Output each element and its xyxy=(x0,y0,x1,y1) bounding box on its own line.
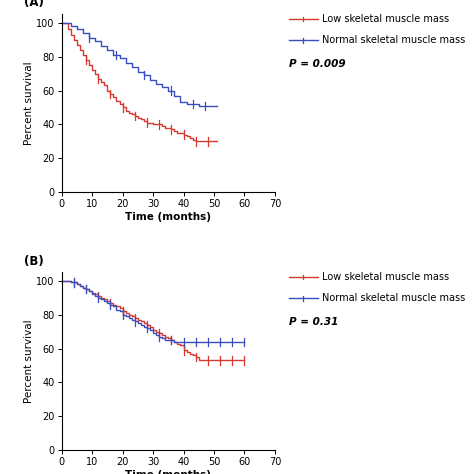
Text: Low skeletal muscle mass: Low skeletal muscle mass xyxy=(322,14,449,24)
Text: Normal skeletal muscle mass: Normal skeletal muscle mass xyxy=(322,35,465,46)
X-axis label: Time (months): Time (months) xyxy=(125,212,211,222)
Text: (A): (A) xyxy=(24,0,44,9)
Text: Normal skeletal muscle mass: Normal skeletal muscle mass xyxy=(322,293,465,303)
Text: P = 0.009: P = 0.009 xyxy=(289,59,346,69)
Y-axis label: Percent survival: Percent survival xyxy=(24,62,34,145)
Text: Low skeletal muscle mass: Low skeletal muscle mass xyxy=(322,272,449,282)
Text: P = 0.31: P = 0.31 xyxy=(289,317,338,327)
Y-axis label: Percent survival: Percent survival xyxy=(24,319,34,403)
Text: (B): (B) xyxy=(24,255,44,267)
X-axis label: Time (months): Time (months) xyxy=(125,470,211,474)
